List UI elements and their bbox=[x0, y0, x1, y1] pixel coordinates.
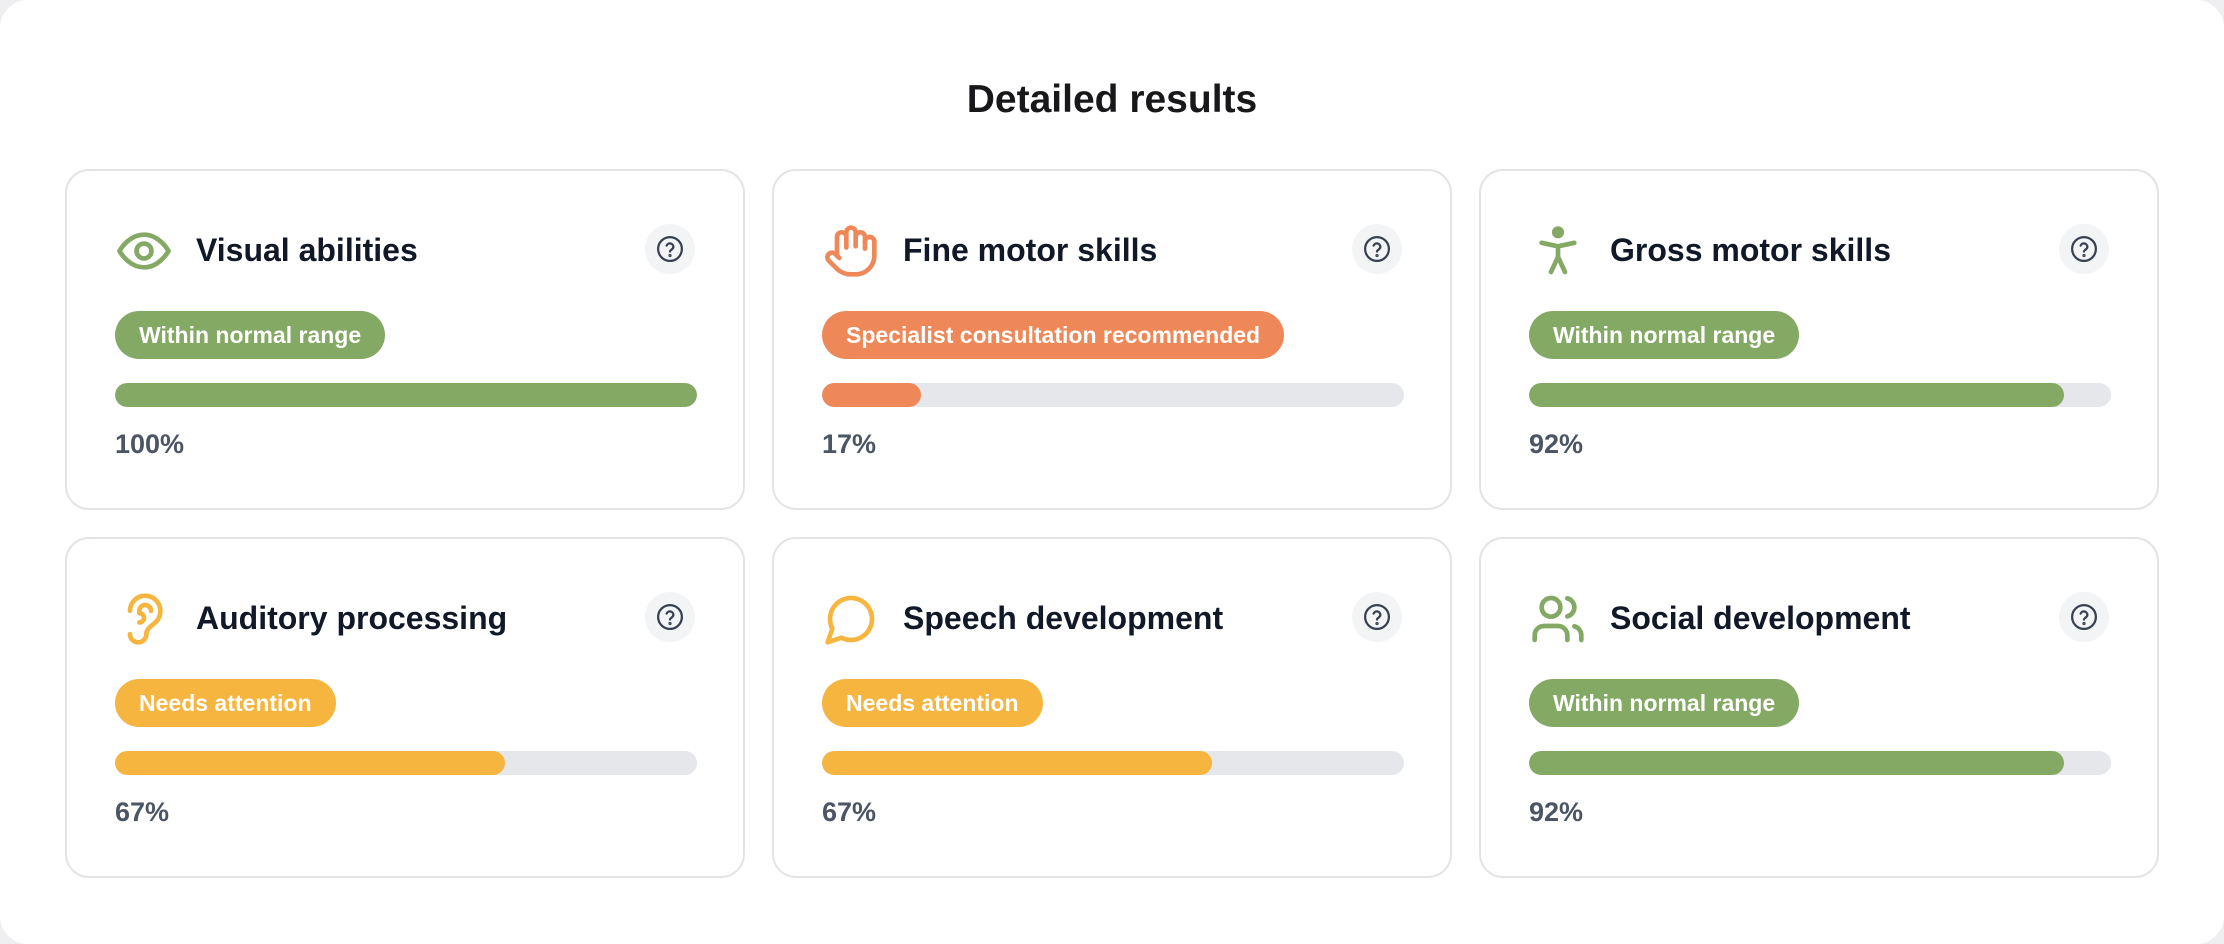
hand-icon bbox=[822, 222, 880, 280]
person-icon bbox=[1529, 222, 1587, 280]
result-card-gross-motor-skills: Gross motor skills Within normal range 9… bbox=[1479, 169, 2159, 510]
result-card-visual-abilities: Visual abilities Within normal range 100… bbox=[65, 169, 745, 510]
help-button[interactable] bbox=[645, 224, 695, 274]
progress-bar-fill bbox=[822, 751, 1212, 775]
help-button[interactable] bbox=[1352, 592, 1402, 642]
percent-label: 92% bbox=[1529, 797, 1584, 827]
progress-bar-fill bbox=[115, 383, 697, 407]
percent-label: 100% bbox=[115, 429, 185, 459]
percent-label: 92% bbox=[1529, 429, 1584, 459]
card-title: Auditory processing bbox=[196, 600, 508, 636]
question-circle-icon bbox=[657, 604, 683, 630]
card-title: Social development bbox=[1610, 600, 1911, 636]
help-button[interactable] bbox=[2059, 224, 2109, 274]
progress-bar-fill bbox=[115, 751, 505, 775]
progress-bar-fill bbox=[1529, 751, 2065, 775]
progress-bar-fill bbox=[822, 383, 921, 407]
question-circle-icon bbox=[1364, 236, 1390, 262]
progress-bar bbox=[115, 383, 697, 407]
status-badge: Needs attention bbox=[115, 679, 336, 727]
status-badge: Within normal range bbox=[1529, 311, 1800, 359]
percent-label: 67% bbox=[822, 797, 877, 827]
progress-bar bbox=[115, 751, 697, 775]
question-circle-icon bbox=[657, 236, 683, 262]
question-circle-icon bbox=[2071, 236, 2097, 262]
result-card-fine-motor-skills: Fine motor skills Specialist consultatio… bbox=[772, 169, 1452, 510]
progress-bar bbox=[1529, 751, 2111, 775]
help-button[interactable] bbox=[2059, 592, 2109, 642]
eye-icon bbox=[115, 222, 173, 280]
card-title: Fine motor skills bbox=[903, 232, 1158, 268]
result-card-social-development: Social development Within normal range 9… bbox=[1479, 537, 2159, 878]
status-badge: Needs attention bbox=[822, 679, 1043, 727]
progress-bar bbox=[822, 751, 1404, 775]
progress-bar bbox=[822, 383, 1404, 407]
card-title: Speech development bbox=[903, 600, 1224, 636]
status-badge: Within normal range bbox=[1529, 679, 1800, 727]
card-title: Visual abilities bbox=[196, 232, 418, 268]
question-circle-icon bbox=[1364, 604, 1390, 630]
percent-label: 17% bbox=[822, 429, 877, 459]
help-button[interactable] bbox=[1352, 224, 1402, 274]
help-button[interactable] bbox=[645, 592, 695, 642]
percent-label: 67% bbox=[115, 797, 170, 827]
result-card-auditory-processing: Auditory processing Needs attention 67% bbox=[65, 537, 745, 878]
progress-bar bbox=[1529, 383, 2111, 407]
progress-bar-fill bbox=[1529, 383, 2065, 407]
users-icon bbox=[1529, 590, 1587, 648]
results-grid: Visual abilities Within normal range 100… bbox=[65, 169, 2159, 878]
result-card-speech-development: Speech development Needs attention 67% bbox=[772, 537, 1452, 878]
status-badge: Specialist consultation recommended bbox=[822, 311, 1285, 359]
status-badge: Within normal range bbox=[115, 311, 386, 359]
page-title: Detailed results bbox=[966, 78, 1258, 121]
card-title: Gross motor skills bbox=[1610, 232, 1891, 268]
ear-icon bbox=[115, 590, 173, 648]
question-circle-icon bbox=[2071, 604, 2097, 630]
speech-bubble-icon bbox=[822, 590, 880, 648]
